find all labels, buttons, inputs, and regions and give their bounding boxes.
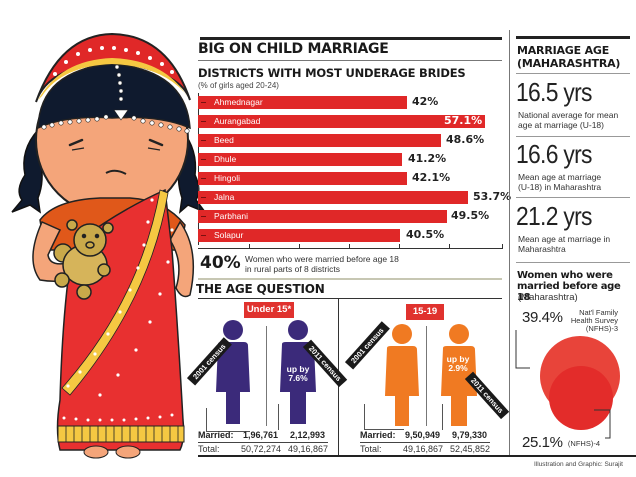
- eye-left: [68, 138, 84, 147]
- bar-label: Beed: [214, 135, 234, 145]
- rural-stat-text: Women who were married before age 18 in …: [245, 254, 399, 274]
- bar-ahmednagar: Ahmednagar 42%: [198, 95, 438, 109]
- bar-parbhani: Parbhani 49.5%: [198, 209, 489, 223]
- bar-value: 53.7%: [473, 190, 512, 203]
- teddy-bear-icon: [53, 219, 114, 300]
- girl-illustration: [11, 32, 208, 459]
- bar-beed: Beed 48.6%: [198, 133, 484, 147]
- bar-value: 42.1%: [412, 171, 451, 184]
- bar-solapur: Solapur 40.5%: [198, 228, 444, 242]
- right-top-rule: [516, 36, 630, 39]
- bar-jalna: Jalna 53.7%: [198, 190, 511, 204]
- bar-value: 42%: [412, 95, 439, 108]
- total-row-under15: Total: 50,72,274 49,16,867: [198, 444, 329, 454]
- districts-chart-subtitle: (% of girls aged 20-24): [198, 81, 279, 90]
- bar-label: Hingoli: [214, 173, 240, 183]
- forehead-chain: [41, 114, 190, 134]
- stat-desc: National average for mean age at marriag…: [518, 110, 619, 130]
- nfhs3-label: Nat'l Family Health Survey (NFHS)-3: [570, 308, 618, 333]
- saree-dots: [62, 198, 174, 422]
- stat-national-mean: 16.5 yrs: [516, 77, 592, 107]
- hair: [37, 63, 191, 130]
- foot-left: [83, 445, 109, 459]
- saree-hem: [57, 425, 185, 443]
- change-under15: up by 7.6%: [286, 364, 310, 383]
- bar-value: 41.2%: [408, 152, 447, 165]
- married-before-18-subtitle: (Maharashtra): [518, 292, 578, 303]
- maang-tikka: [113, 64, 129, 121]
- bar-label: Parbhani: [214, 211, 249, 221]
- stat-desc: Mean age at marriage (U-18) in Maharasht…: [518, 172, 602, 192]
- header-top-rule: [200, 37, 502, 40]
- bar-value: 57.1%: [444, 114, 483, 127]
- bar-chart-x-axis: [198, 248, 503, 249]
- age-question-title: THE AGE QUESTION: [196, 282, 325, 296]
- pill-15-19: 15-19: [406, 304, 444, 320]
- mouth: [105, 169, 127, 175]
- married-before-18-title: Women who were married before age 18: [517, 270, 621, 303]
- bubble-chart: [515, 330, 620, 439]
- bottom-rule: [198, 455, 636, 457]
- figure-under15-2001: [216, 320, 250, 424]
- figure-15-19-2011: [441, 324, 477, 426]
- title-rule: [198, 60, 502, 61]
- bar-label: Dhule: [214, 154, 237, 164]
- nfhs4-value: 25.1%: [522, 434, 563, 451]
- bar-dhule: Dhule 41.2%: [198, 152, 446, 166]
- married-row-under15: Married: 1,96,761 2,12,993: [198, 430, 326, 440]
- section-rule: [198, 298, 502, 299]
- bar-value: 40.5%: [406, 228, 445, 241]
- bar-value: 48.6%: [446, 133, 485, 146]
- bar-aurangabad: Aurangabad 57.1%: [198, 114, 485, 128]
- page-title: BIG ON CHILD MARRIAGE: [198, 41, 389, 57]
- pill-under-15: Under 15*: [244, 302, 294, 318]
- bar-label: Solapur: [214, 230, 244, 240]
- eye-right: [148, 138, 164, 147]
- rural-stat-value: 40%: [200, 253, 241, 273]
- stat-maharashtra-mean: 21.2 yrs: [516, 201, 592, 231]
- stat-maharashtra-u18: 16.6 yrs: [516, 139, 592, 169]
- saree-stripe: [61, 189, 169, 396]
- stat-desc: Mean age at marriage in Maharashtra: [518, 234, 611, 254]
- districts-chart-title: DISTRICTS WITH MOST UNDERAGE BRIDES: [198, 66, 466, 80]
- right-panel-divider: [509, 30, 510, 455]
- credit-line: Illustration and Graphic: Surajit: [534, 461, 623, 468]
- figure-15-19-2001: [385, 324, 419, 426]
- bar-chart-y-axis: [198, 93, 199, 245]
- total-row-15-19: Total: 49,16,867 52,45,852: [360, 444, 491, 454]
- bar-hingoli: Hingoli 42.1%: [198, 171, 450, 185]
- bubble-nfhs4: [549, 366, 613, 430]
- nfhs3-value: 39.4%: [522, 309, 563, 326]
- nfhs4-label: (NFHS)-4: [567, 439, 600, 448]
- bar-label: Jalna: [214, 192, 235, 202]
- foot-right: [115, 445, 141, 459]
- arm-right: [169, 220, 195, 298]
- change-15-19: up by 2.9%: [446, 354, 470, 373]
- bar-label: Ahmednagar: [214, 97, 263, 107]
- figure-under15-2011: [280, 320, 316, 424]
- bar-value: 49.5%: [451, 209, 490, 222]
- scarf-dots: [53, 46, 174, 76]
- section-rule: [198, 278, 502, 280]
- bar-label: Aurangabad: [214, 116, 261, 126]
- married-row-15-19: Married: 9,50,949 9,79,330: [360, 430, 488, 440]
- marriage-age-title: MARRIAGE AGE (MAHARASHTRA): [517, 44, 621, 70]
